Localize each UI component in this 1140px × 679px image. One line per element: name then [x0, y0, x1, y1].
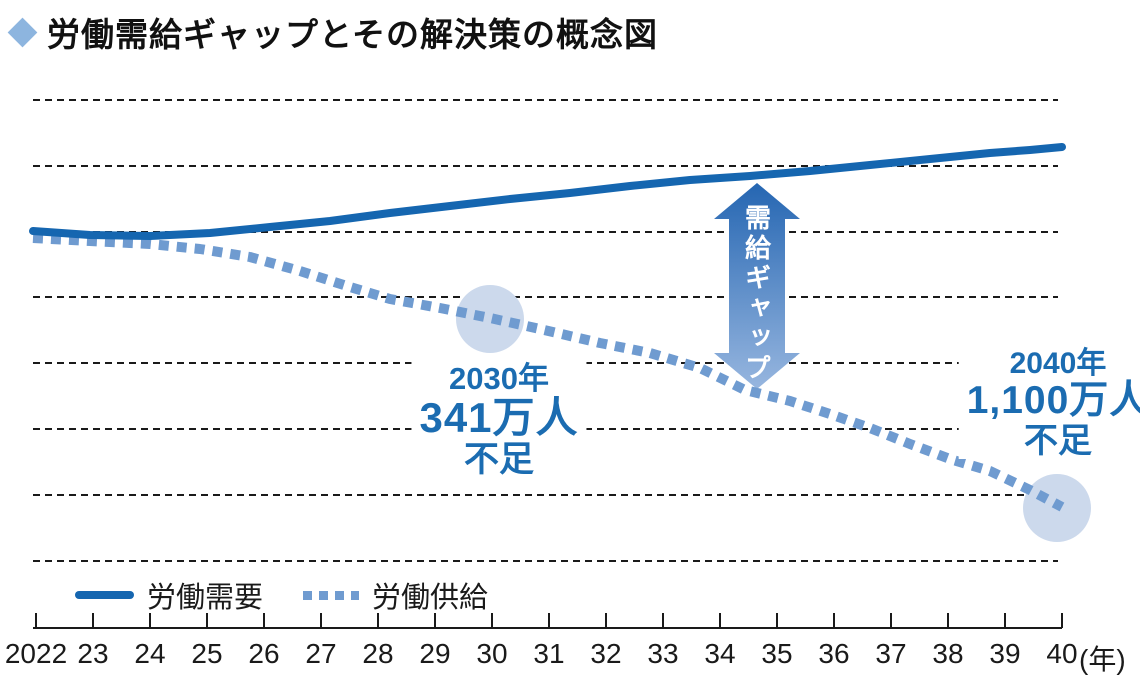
- x-label-40: 40: [1046, 638, 1078, 669]
- annotation-2040-year: 2040年: [1009, 347, 1107, 380]
- x-label-23: 23: [77, 638, 109, 669]
- annotation-2030-note: 不足: [463, 439, 535, 479]
- legend-demand-swatch: [75, 591, 134, 599]
- legend-supply-swatch: [303, 590, 360, 600]
- x-label-25: 25: [191, 638, 223, 669]
- annotation-2030-year: 2030年: [449, 361, 549, 396]
- x-label-28: 28: [362, 638, 394, 669]
- diamond-bullet-icon: [7, 17, 38, 47]
- annotation-2030-value: 341万人: [419, 394, 579, 442]
- x-label-39: 39: [989, 638, 1021, 669]
- chart-title-row: 労働需給ギャップとその解決策の概念図: [7, 8, 659, 56]
- x-label-36: 36: [818, 638, 850, 669]
- chart-title: 労働需給ギャップとその解決策の概念図: [47, 16, 659, 53]
- x-label-30: 30: [476, 638, 508, 669]
- x-label-33: 33: [647, 638, 679, 669]
- highlight-circle-2030: [456, 285, 524, 353]
- x-label-38: 38: [932, 638, 964, 669]
- x-axis-ticks: [35, 613, 1063, 628]
- legend-demand-label: 労働需要: [147, 582, 264, 614]
- x-label-2022: 2022: [4, 638, 68, 669]
- annotation-2040: 2040年 1,100万人 不足: [958, 347, 1140, 460]
- annotation-2040-value: 1,100万人: [966, 379, 1140, 423]
- labor-supply-line: [32, 233, 1065, 512]
- legend: 労働需要 労働供給: [75, 574, 488, 616]
- annotation-2030: 2030年 341万人 不足: [411, 361, 587, 479]
- x-label-26: 26: [248, 638, 280, 669]
- x-label-34: 34: [704, 638, 736, 669]
- legend-supply-label: 労働供給: [372, 582, 489, 614]
- x-label-35: 35: [761, 638, 793, 669]
- annotation-2040-note: 不足: [1023, 421, 1092, 460]
- x-label-31: 31: [533, 638, 565, 669]
- x-label-37: 37: [875, 638, 907, 669]
- gap-arrow-label: 需給ギャップ: [741, 204, 772, 384]
- labor-demand-line: [29, 143, 1066, 240]
- gap-arrow: [714, 183, 800, 389]
- x-label-29: 29: [419, 638, 451, 669]
- x-label-32: 32: [590, 638, 622, 669]
- x-label-27: 27: [305, 638, 337, 669]
- x-label-24: 24: [134, 638, 166, 669]
- x-axis-unit: (年): [1079, 644, 1126, 675]
